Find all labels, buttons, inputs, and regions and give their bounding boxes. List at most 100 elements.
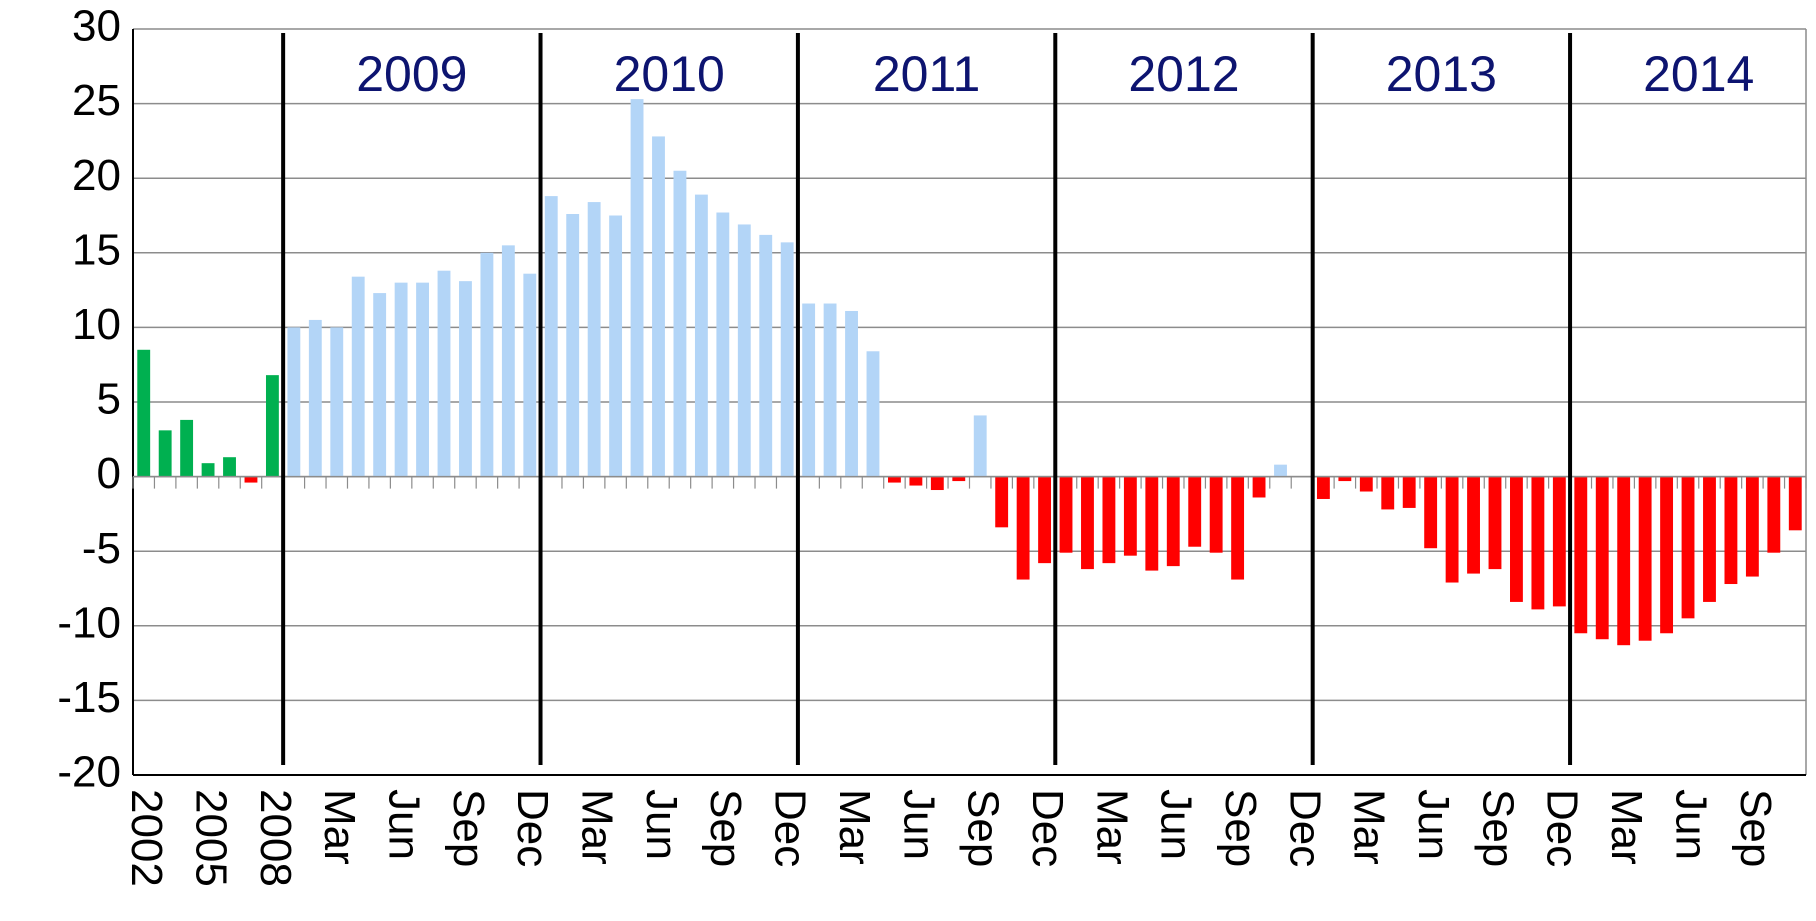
- y-tick-label: 10: [72, 300, 121, 349]
- bar: [1510, 476, 1523, 602]
- year-label: 2014: [1643, 46, 1754, 102]
- bar: [630, 99, 644, 477]
- bar: [480, 252, 494, 477]
- bar: [995, 476, 1009, 528]
- bar: [544, 196, 558, 477]
- bar: [158, 430, 172, 477]
- year-label: 2009: [356, 46, 467, 102]
- x-tick-label: 2008: [251, 789, 300, 887]
- bar: [973, 415, 987, 477]
- bar: [1316, 476, 1330, 499]
- bar: [780, 242, 794, 477]
- bar: [652, 136, 665, 477]
- bar: [265, 375, 279, 477]
- year-label: 2011: [873, 46, 981, 102]
- bar: [1531, 476, 1545, 610]
- x-tick-label: Sep: [959, 789, 1008, 867]
- bar: [1745, 476, 1759, 577]
- bar: [1424, 476, 1438, 549]
- bar: [1724, 476, 1738, 585]
- bar: [1445, 476, 1459, 583]
- bar: [523, 273, 537, 477]
- bar: [1703, 476, 1716, 602]
- bar: [952, 476, 966, 482]
- bar: [716, 212, 730, 477]
- bar: [909, 476, 923, 486]
- x-tick-label: 2002: [122, 789, 171, 887]
- x-tick-label: Dec: [1538, 789, 1587, 867]
- x-tick-label: Dec: [508, 789, 557, 867]
- bar: [1188, 476, 1202, 547]
- bar: [1252, 476, 1266, 498]
- bar: [1574, 476, 1588, 634]
- bar: [373, 293, 387, 477]
- bar: [1681, 476, 1695, 619]
- bar: [1209, 476, 1223, 553]
- x-tick-label: Mar: [1087, 789, 1136, 865]
- bar: [1660, 476, 1674, 634]
- bar: [866, 351, 880, 477]
- bar: [1595, 476, 1609, 640]
- bar: [1145, 476, 1159, 571]
- bar: [1166, 476, 1180, 567]
- bar: [244, 476, 258, 483]
- bar: [180, 419, 194, 477]
- bar: [587, 202, 601, 477]
- y-tick-label: 0: [97, 449, 121, 498]
- x-tick-label: Jun: [379, 789, 428, 860]
- bar: [1123, 476, 1137, 556]
- x-tick-label: Dec: [766, 789, 815, 867]
- bar: [330, 327, 344, 477]
- bar: [137, 349, 151, 477]
- x-tick-label: Jun: [894, 789, 943, 860]
- x-tick-label: Mar: [1602, 789, 1651, 865]
- bar: [1231, 476, 1245, 580]
- bar: [437, 270, 451, 477]
- bar: [201, 463, 215, 477]
- year-label: 2010: [614, 46, 725, 102]
- x-tick-label: Sep: [1731, 789, 1780, 867]
- bar: [1338, 476, 1352, 482]
- y-tick-label: 15: [72, 225, 121, 274]
- x-tick-label: Jun: [1666, 789, 1715, 860]
- x-tick-label: 2005: [186, 789, 235, 887]
- y-tick-label: -10: [57, 598, 121, 647]
- bar: [459, 281, 472, 477]
- x-tick-label: Mar: [1345, 789, 1394, 865]
- bar: [1102, 476, 1116, 564]
- bar: [1038, 476, 1052, 564]
- bar: [694, 194, 708, 477]
- bar: [1016, 476, 1030, 580]
- bar: [351, 276, 365, 477]
- bar: [416, 282, 429, 477]
- bar: [887, 476, 901, 483]
- bar: [845, 310, 858, 477]
- x-tick-label: Sep: [1216, 789, 1265, 867]
- bar: [1274, 464, 1287, 477]
- bar: [609, 215, 623, 477]
- bar: [1402, 476, 1416, 508]
- bar: [1488, 476, 1502, 570]
- bar: [1381, 476, 1395, 510]
- x-tick-label: Dec: [1023, 789, 1072, 867]
- bar: [1359, 476, 1373, 492]
- y-tick-label: 5: [97, 375, 121, 424]
- bar: [759, 234, 773, 477]
- bar: [1767, 476, 1781, 553]
- x-tick-label: Sep: [701, 789, 750, 867]
- bar: [673, 170, 687, 477]
- bar: [737, 224, 751, 477]
- bar: [1081, 476, 1094, 570]
- y-tick-label: 25: [72, 76, 121, 125]
- x-tick-label: Dec: [1280, 789, 1329, 867]
- x-tick-label: Jun: [1152, 789, 1201, 860]
- x-tick-label: Jun: [1409, 789, 1458, 860]
- bar: [566, 214, 580, 477]
- y-tick-label: -5: [82, 524, 121, 573]
- bar: [308, 319, 322, 477]
- x-tick-label: Mar: [315, 789, 364, 865]
- bar: [1638, 476, 1652, 641]
- year-label: 2013: [1386, 46, 1497, 102]
- y-tick-label: 30: [72, 2, 121, 51]
- bar: [1617, 476, 1631, 646]
